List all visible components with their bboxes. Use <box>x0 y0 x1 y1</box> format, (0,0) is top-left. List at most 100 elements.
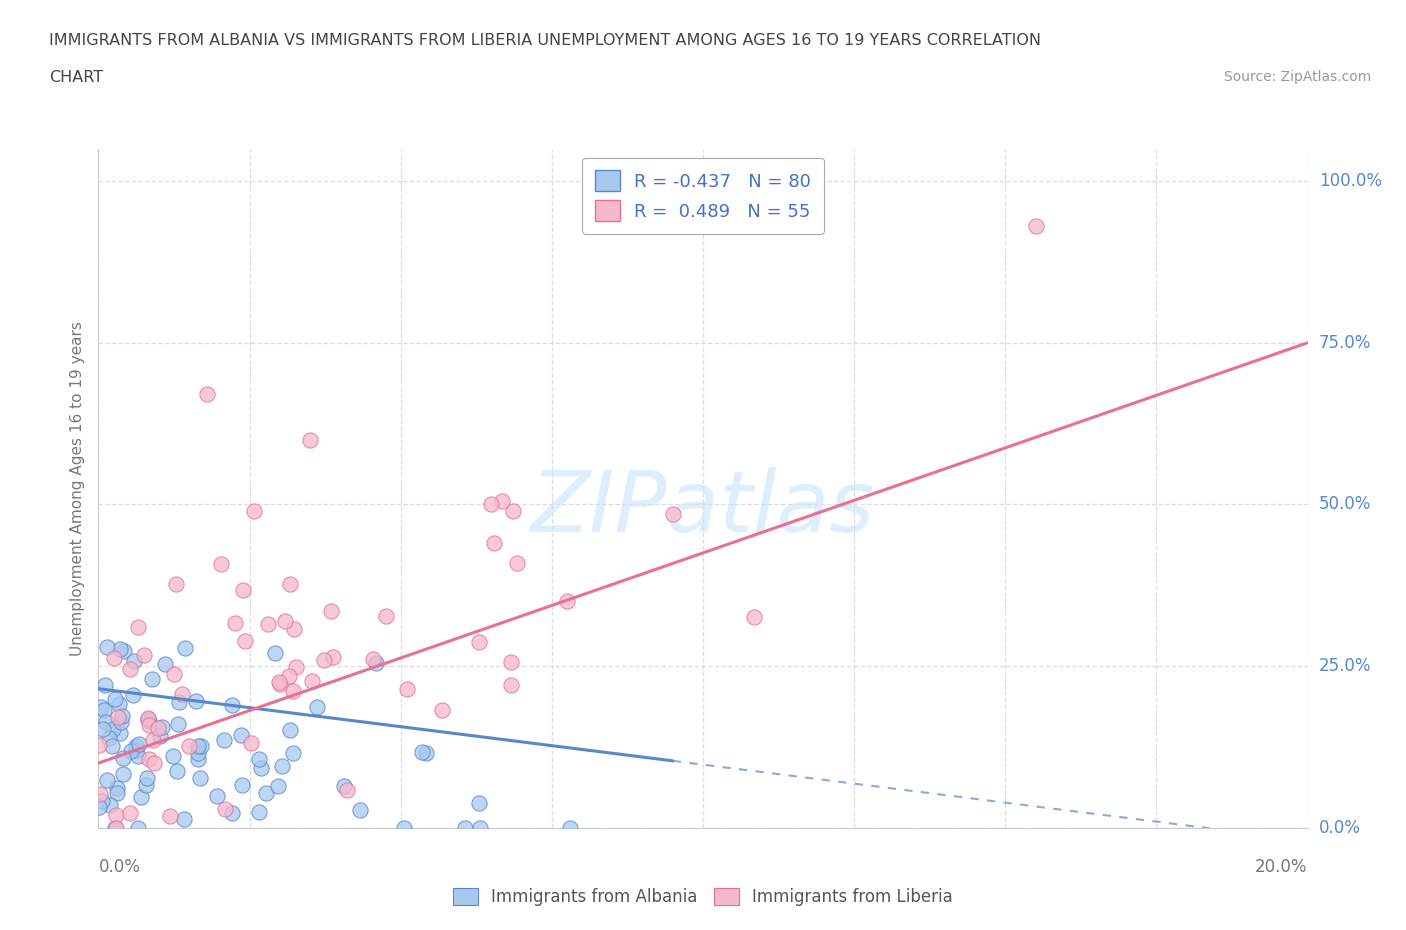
Point <box>274 614 297 629</box>
Point <box>499 654 522 669</box>
Point <box>120 744 142 759</box>
Point <box>249 761 271 776</box>
Point <box>150 720 173 735</box>
Text: 75.0%: 75.0% <box>1319 334 1371 352</box>
Point <box>127 820 149 835</box>
Point <box>107 710 129 724</box>
Point <box>187 738 209 753</box>
Text: 100.0%: 100.0% <box>1319 172 1382 190</box>
Point <box>105 820 128 835</box>
Point <box>271 759 294 774</box>
Point <box>165 577 187 591</box>
Point <box>482 536 505 551</box>
Point <box>205 789 228 804</box>
Point <box>93 702 115 717</box>
Point <box>232 582 254 597</box>
Point <box>162 667 184 682</box>
Point <box>481 497 503 512</box>
Point <box>103 651 125 666</box>
Point <box>557 593 579 608</box>
Point <box>143 755 166 770</box>
Point <box>104 692 127 707</box>
Point <box>502 504 524 519</box>
Point <box>187 746 209 761</box>
Point <box>134 647 156 662</box>
Point <box>107 697 129 711</box>
Point <box>332 778 354 793</box>
Point <box>167 716 190 731</box>
Point <box>173 640 195 655</box>
Point <box>299 432 322 447</box>
Text: 50.0%: 50.0% <box>1319 496 1371 513</box>
Point <box>269 677 291 692</box>
Point <box>135 771 157 786</box>
Point <box>285 659 308 674</box>
Legend: Immigrants from Albania, Immigrants from Liberia: Immigrants from Albania, Immigrants from… <box>446 881 960 912</box>
Point <box>280 723 302 737</box>
Text: 25.0%: 25.0% <box>1319 658 1371 675</box>
Point <box>1024 219 1046 233</box>
Point <box>301 674 323 689</box>
Point <box>392 820 415 835</box>
Point <box>506 556 529 571</box>
Point <box>90 700 112 715</box>
Point <box>87 800 110 815</box>
Point <box>468 820 491 835</box>
Point <box>104 820 127 835</box>
Point <box>188 770 211 785</box>
Point <box>491 493 513 508</box>
Point <box>111 751 134 765</box>
Point <box>127 749 149 764</box>
Point <box>263 645 285 660</box>
Point <box>209 556 232 571</box>
Point <box>281 746 304 761</box>
Point <box>141 671 163 686</box>
Text: Source: ZipAtlas.com: Source: ZipAtlas.com <box>1223 70 1371 84</box>
Point <box>212 733 235 748</box>
Point <box>93 722 115 737</box>
Point <box>96 639 118 654</box>
Point <box>467 796 489 811</box>
Point <box>281 684 304 698</box>
Point <box>307 699 329 714</box>
Point <box>177 738 200 753</box>
Point <box>221 806 243 821</box>
Point <box>138 718 160 733</box>
Point <box>110 642 132 657</box>
Point <box>125 738 148 753</box>
Point <box>231 777 253 792</box>
Point <box>277 669 299 684</box>
Point <box>214 802 236 817</box>
Point <box>499 678 522 693</box>
Point <box>187 751 209 766</box>
Point <box>322 650 344 665</box>
Point <box>91 793 114 808</box>
Point <box>89 737 111 752</box>
Legend: R = -0.437   N = 80, R =  0.489   N = 55: R = -0.437 N = 80, R = 0.489 N = 55 <box>582 158 824 233</box>
Point <box>162 749 184 764</box>
Point <box>415 746 437 761</box>
Point <box>138 713 160 728</box>
Point <box>249 751 271 766</box>
Point <box>269 674 291 689</box>
Point <box>112 644 135 658</box>
Text: 0.0%: 0.0% <box>1319 818 1361 837</box>
Point <box>129 790 152 804</box>
Point <box>96 772 118 787</box>
Point <box>149 728 172 743</box>
Point <box>411 745 433 760</box>
Point <box>336 782 359 797</box>
Y-axis label: Unemployment Among Ages 16 to 19 years: Unemployment Among Ages 16 to 19 years <box>70 321 86 656</box>
Point <box>430 702 453 717</box>
Point <box>124 654 146 669</box>
Point <box>742 610 765 625</box>
Point <box>661 507 683 522</box>
Point <box>195 387 218 402</box>
Point <box>224 616 246 631</box>
Point <box>105 780 128 795</box>
Point <box>361 652 384 667</box>
Point <box>110 725 132 740</box>
Point <box>120 805 142 820</box>
Point <box>97 731 120 746</box>
Point <box>148 720 170 735</box>
